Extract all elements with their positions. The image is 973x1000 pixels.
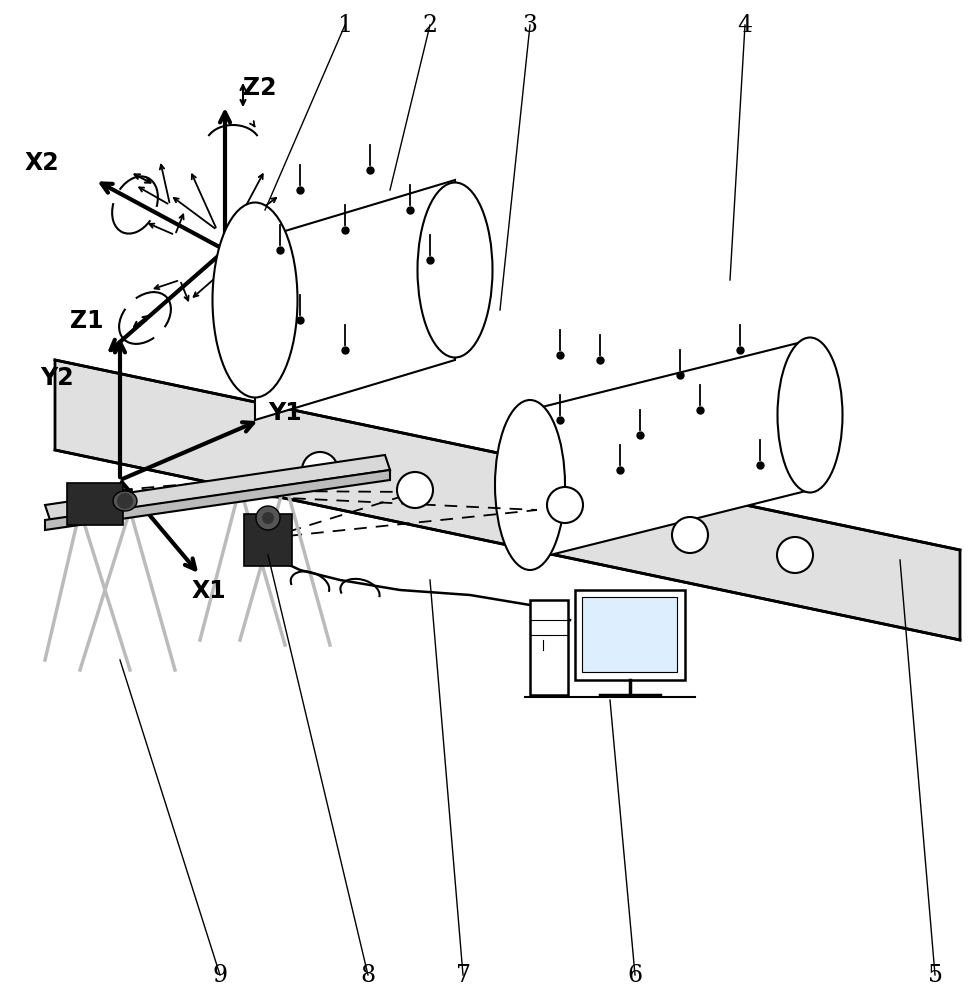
Ellipse shape [495,400,565,570]
Text: 5: 5 [927,964,943,986]
Circle shape [397,472,433,508]
Text: X1: X1 [192,579,227,603]
Text: 3: 3 [523,13,537,36]
FancyBboxPatch shape [530,600,568,695]
Polygon shape [45,470,390,530]
FancyBboxPatch shape [244,514,292,566]
FancyBboxPatch shape [582,597,677,672]
Ellipse shape [113,491,137,511]
Circle shape [547,487,583,523]
Text: 1: 1 [338,13,352,36]
Circle shape [777,537,813,573]
Text: Z2: Z2 [243,76,276,100]
Text: 7: 7 [455,964,471,986]
Circle shape [302,452,338,488]
Text: 8: 8 [360,964,376,986]
Text: Y2: Y2 [40,366,74,390]
Text: 2: 2 [422,13,438,36]
FancyBboxPatch shape [575,590,685,680]
Text: Z1: Z1 [70,309,103,333]
Text: Y1: Y1 [268,401,302,425]
Circle shape [672,517,708,553]
Circle shape [117,493,133,509]
Circle shape [262,512,274,524]
Polygon shape [55,360,960,640]
Ellipse shape [212,202,298,397]
FancyBboxPatch shape [67,483,123,525]
Polygon shape [45,455,390,520]
Ellipse shape [777,338,843,492]
Polygon shape [530,340,810,560]
Text: 4: 4 [738,13,752,36]
Text: 6: 6 [628,964,642,986]
Polygon shape [255,180,455,420]
Text: X2: X2 [25,151,59,175]
Text: 9: 9 [212,964,228,986]
Circle shape [256,506,280,530]
Ellipse shape [417,182,492,358]
